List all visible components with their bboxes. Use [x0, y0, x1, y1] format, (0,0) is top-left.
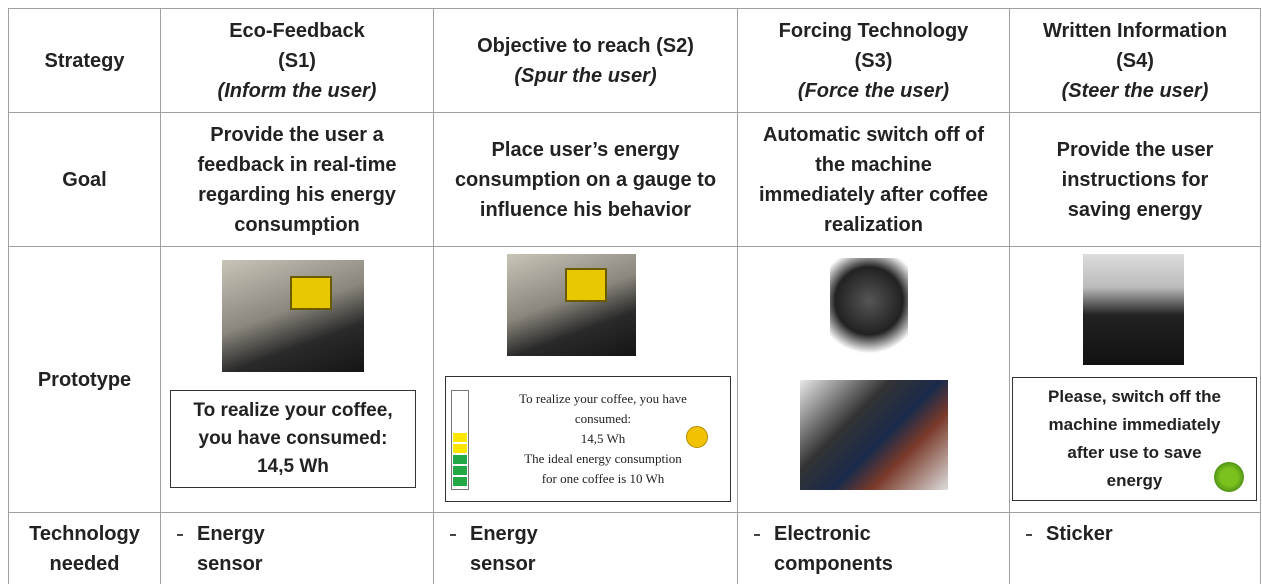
technology-item: Electronic components: [750, 519, 904, 579]
goal-text: Provide the user instructions for saving…: [1056, 138, 1214, 221]
goal-label-cell: Goal: [8, 112, 161, 247]
machine-photo: [830, 258, 908, 365]
technology-cell: Energy sensor Screen: [160, 512, 434, 584]
box-line: The ideal energy consumption: [524, 451, 682, 466]
feedback-box: To realize your coffee, you have consumed…: [170, 390, 416, 488]
box-line: you have consumed:: [198, 428, 388, 449]
item-text: Sticker: [1046, 523, 1113, 545]
item-text: Energy sensor: [197, 523, 265, 575]
strategy-header-cell: Objective to reach (S2) (Spur the user): [433, 8, 738, 113]
goal-text: Provide the user a feedback in real-time…: [197, 123, 397, 236]
strategy-header-cell: Written Information (S4) (Steer the user): [1009, 8, 1261, 113]
technology-cell: Electronic components: [737, 512, 1010, 584]
bullet-dash: [754, 534, 760, 536]
header-label-cell: Strategy: [8, 8, 161, 113]
box-line: for one coffee is 10 Wh: [541, 471, 665, 486]
gauge-level: [453, 466, 467, 475]
strategy-name: Eco-Feedback: [229, 19, 365, 42]
strategy-header-cell: Eco-Feedback (S1) (Inform the user): [160, 8, 434, 113]
strategy-header-cell: Forcing Technology (S3) (Force the user): [737, 8, 1010, 113]
strategy-aim: (Inform the user): [217, 79, 377, 102]
strategy-name: (S1): [278, 49, 316, 72]
technology-item: Sticker: [1022, 519, 1113, 549]
technology-label: Technology needed: [29, 522, 140, 575]
smiley-icon: [686, 426, 708, 448]
goal-cell: Place user’s energy consumption on a gau…: [433, 112, 738, 247]
technology-item: Screen: [173, 579, 264, 584]
goal-text: Place user’s energy consumption on a gau…: [454, 138, 717, 221]
gauge-level: [453, 477, 467, 486]
technology-label-cell: Technology needed: [8, 512, 161, 584]
item-text: Electronic components: [774, 523, 893, 575]
goal-cell: Automatic switch off of the machine imme…: [737, 112, 1010, 247]
box-line: after use to save: [1067, 443, 1202, 462]
strategy-name: (S4): [1116, 49, 1154, 72]
sensor-device: [290, 276, 332, 310]
gauge: [451, 390, 469, 490]
bullet-dash: [1026, 534, 1032, 536]
strategy-name: Objective to reach (S2): [477, 34, 694, 57]
goal-cell: Provide the user instructions for saving…: [1009, 112, 1261, 247]
strategy-name: Written Information: [1042, 19, 1228, 42]
prototype-label: Prototype: [37, 368, 132, 391]
sticker-photo: [1083, 254, 1184, 365]
box-line: 14,5 Wh: [257, 456, 329, 477]
bullet-dash: [177, 534, 183, 536]
header-label: Strategy: [44, 49, 125, 72]
technology-cell: Energy sensor Screen: [433, 512, 738, 584]
technology-cell: Sticker: [1009, 512, 1261, 584]
strategy-name: Forcing Technology: [778, 19, 969, 42]
box-line: energy: [1106, 471, 1163, 490]
strategy-aim: (Force the user): [797, 79, 950, 102]
sensor-device: [565, 268, 607, 302]
strategy-aim: (Spur the user): [514, 64, 657, 87]
gauge-level: [453, 455, 467, 464]
electronics-photo: [800, 380, 948, 490]
goal-cell: Provide the user a feedback in real-time…: [160, 112, 434, 247]
gauge-level: [453, 433, 467, 442]
bullet-dash: [450, 534, 456, 536]
item-text: Screen: [470, 579, 537, 584]
gauge-level: [453, 444, 467, 453]
prototype-label-cell: Prototype: [8, 246, 161, 513]
item-text: Screen: [197, 579, 264, 584]
strategy-aim: (Steer the user): [1061, 79, 1209, 102]
item-text: Energy sensor: [470, 523, 538, 575]
technology-item: Energy sensor: [173, 519, 327, 579]
box-line: Please, switch off the: [1048, 387, 1221, 406]
gauge-box: To realize your coffee, you have consumed…: [445, 376, 731, 502]
technology-item: Energy sensor: [446, 519, 600, 579]
box-line: 14,5 Wh: [580, 431, 626, 446]
box-line: consumed:: [574, 411, 632, 426]
box-line: To realize your coffee,: [193, 400, 393, 421]
goal-label: Goal: [62, 168, 107, 191]
eco-logo: [1214, 462, 1244, 492]
goal-text: Automatic switch off of the machine imme…: [759, 123, 988, 236]
technology-item: Screen: [446, 579, 537, 584]
box-line: To realize your coffee, you have: [519, 391, 687, 406]
box-line: machine immediately: [1048, 415, 1221, 434]
strategy-name: (S3): [854, 49, 893, 72]
